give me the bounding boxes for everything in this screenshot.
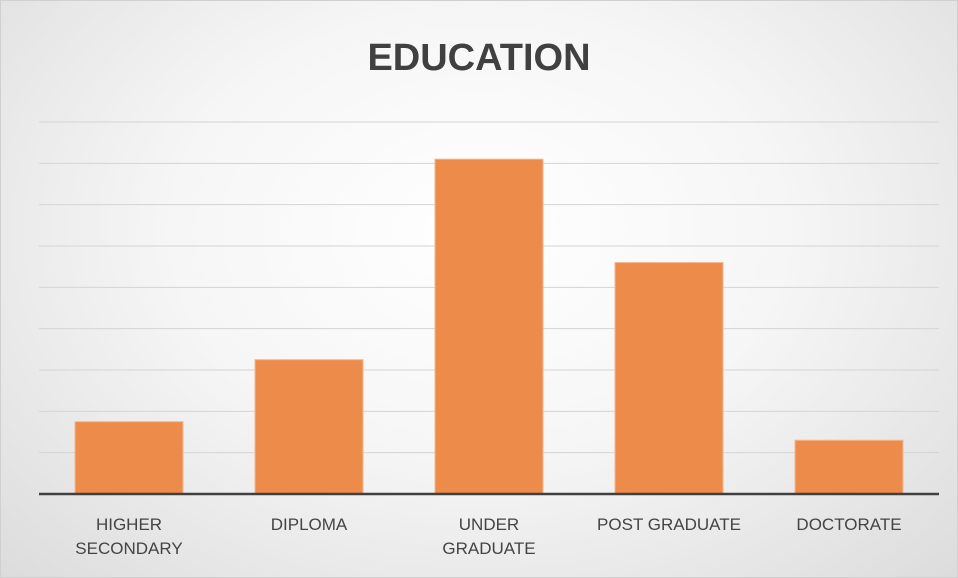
x-tick-label: DOCTORATE — [796, 515, 902, 534]
bar — [794, 439, 904, 495]
x-tick-label: DIPLOMA — [270, 515, 348, 534]
bar — [254, 359, 364, 495]
bar — [434, 158, 544, 495]
bar — [614, 262, 724, 495]
x-tick-label: POST GRADUATE — [597, 515, 741, 534]
x-tick-label: UNDER GRADUATE — [442, 515, 536, 558]
chart-title: EDUCATION — [367, 37, 591, 79]
x-tick-label: HIGHER SECONDARY — [75, 515, 183, 558]
bar — [74, 421, 184, 495]
